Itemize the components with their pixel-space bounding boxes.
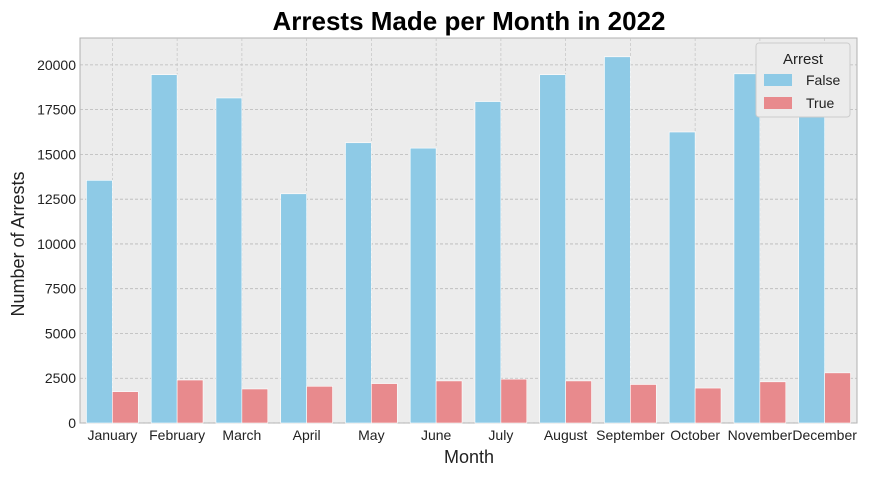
x-tick-label: July <box>488 427 513 443</box>
y-tick-label: 2500 <box>45 370 76 386</box>
x-tick-label: December <box>792 427 857 443</box>
x-tick-label: October <box>670 427 720 443</box>
y-tick-label: 10000 <box>37 236 76 252</box>
legend-swatch-true <box>764 97 792 109</box>
legend: Arrest False True <box>755 42 851 118</box>
bars <box>86 56 851 424</box>
bar-false-october <box>668 131 696 424</box>
bar-false-january <box>86 180 113 424</box>
y-tick-label: 5000 <box>45 325 76 341</box>
bar-false-february <box>150 74 178 424</box>
bar-true-october <box>694 387 722 424</box>
bar-true-april <box>306 385 333 424</box>
y-tick-label: 20000 <box>37 57 76 73</box>
legend-title: Arrest <box>783 51 824 68</box>
x-tick-label: March <box>222 427 261 443</box>
plot-area <box>79 37 858 424</box>
bar-true-march <box>241 388 269 424</box>
legend-label-true: True <box>806 95 834 111</box>
x-tick-label: May <box>358 427 384 443</box>
y-tick-label: 12500 <box>37 191 76 207</box>
x-axis-ticks: January February March April May June July Augu… <box>87 427 857 443</box>
x-tick-label: January <box>87 427 137 443</box>
bar-false-june <box>409 147 437 424</box>
bar-false-november <box>733 73 761 424</box>
x-tick-label: February <box>149 427 205 443</box>
bar-false-august <box>539 74 566 424</box>
bar-true-february <box>176 379 204 424</box>
y-tick-label: 17500 <box>37 102 76 118</box>
x-tick-label: April <box>293 427 321 443</box>
bar-true-may <box>371 383 398 424</box>
bar-true-june <box>435 380 463 424</box>
y-axis-ticks: 0 2500 5000 7500 10000 12500 15000 17500 20000 <box>37 57 76 431</box>
y-axis-label: Number of Arrests <box>8 171 28 316</box>
x-tick-label: November <box>728 427 793 443</box>
bar-true-september <box>630 384 657 424</box>
x-tick-label: June <box>421 427 452 443</box>
bar-false-march <box>215 97 243 424</box>
legend-swatch-false <box>764 74 792 86</box>
x-tick-label: August <box>544 427 588 443</box>
bar-true-december <box>824 372 851 424</box>
bar-false-may <box>345 142 372 424</box>
bar-false-april <box>280 193 307 424</box>
y-tick-label: 15000 <box>37 146 76 162</box>
bar-true-august <box>565 380 592 424</box>
bar-false-december <box>798 116 825 424</box>
x-tick-label: September <box>596 427 665 443</box>
chart-title: Arrests Made per Month in 2022 <box>273 6 666 36</box>
bar-false-july <box>474 101 502 424</box>
x-axis-label: Month <box>444 447 494 467</box>
bar-true-november <box>759 381 787 424</box>
bar-true-july <box>500 378 528 424</box>
y-tick-label: 7500 <box>45 281 76 297</box>
legend-label-false: False <box>806 72 840 88</box>
y-tick-label: 0 <box>68 415 76 431</box>
bar-true-january <box>112 391 139 424</box>
bar-false-september <box>604 56 631 424</box>
